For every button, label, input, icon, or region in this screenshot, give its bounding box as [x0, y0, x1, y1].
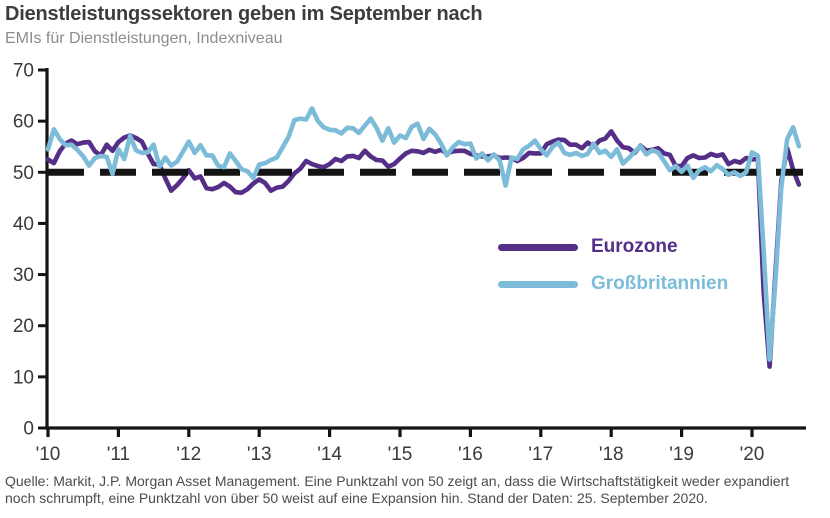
x-axis-tick-label: '18 [599, 444, 624, 465]
grossbritannien-line-swatch [498, 280, 578, 288]
source-note-line-1: Quelle: Markit, J.P. Morgan Asset Manage… [5, 473, 790, 489]
y-axis-tick-label: 20 [13, 316, 34, 337]
legend-label-grossbritannien: Großbritannien [591, 273, 729, 294]
x-axis-tick-label: '15 [388, 444, 413, 465]
x-axis-tick-label: '10 [36, 444, 61, 465]
x-axis-tick-label: '14 [317, 444, 342, 465]
x-axis-tick-label: '16 [458, 444, 483, 465]
chart-subtitle: EMIs für Dienstleistungen, Indexniveau [5, 30, 283, 47]
source-note-line-2: noch schrumpft, eine Punktzahl von über … [5, 490, 708, 506]
y-axis-tick-label: 0 [23, 419, 34, 440]
series-line-grossbritannien [45, 106, 802, 362]
x-axis-tick-label: '12 [176, 444, 201, 465]
y-axis-tick-label: 70 [13, 61, 34, 82]
x-axis-tick-label: '13 [247, 444, 272, 465]
x-axis-tick-label: '20 [740, 444, 765, 465]
x-axis-tick-label: '17 [528, 444, 553, 465]
y-axis-tick-label: 50 [13, 163, 34, 184]
eurozone-line-swatch [498, 243, 578, 251]
chart-legend: Eurozone Großbritannien [498, 235, 728, 309]
x-axis-tick-label: '19 [669, 444, 694, 465]
y-axis-tick-label: 40 [13, 214, 34, 235]
series-line-eurozone [45, 129, 802, 369]
x-axis-tick-label: '11 [107, 444, 130, 465]
legend-item-grossbritannien: Großbritannien [498, 272, 728, 296]
legend-label-eurozone: Eurozone [591, 236, 678, 257]
page-title: Dienstleistungssektoren geben im Septemb… [5, 3, 483, 25]
y-axis-tick-label: 10 [13, 367, 34, 388]
legend-item-eurozone: Eurozone [498, 235, 728, 259]
source-note: Quelle: Markit, J.P. Morgan Asset Manage… [5, 473, 827, 507]
y-axis-tick-label: 30 [13, 265, 34, 286]
y-axis-tick-label: 60 [13, 112, 34, 133]
